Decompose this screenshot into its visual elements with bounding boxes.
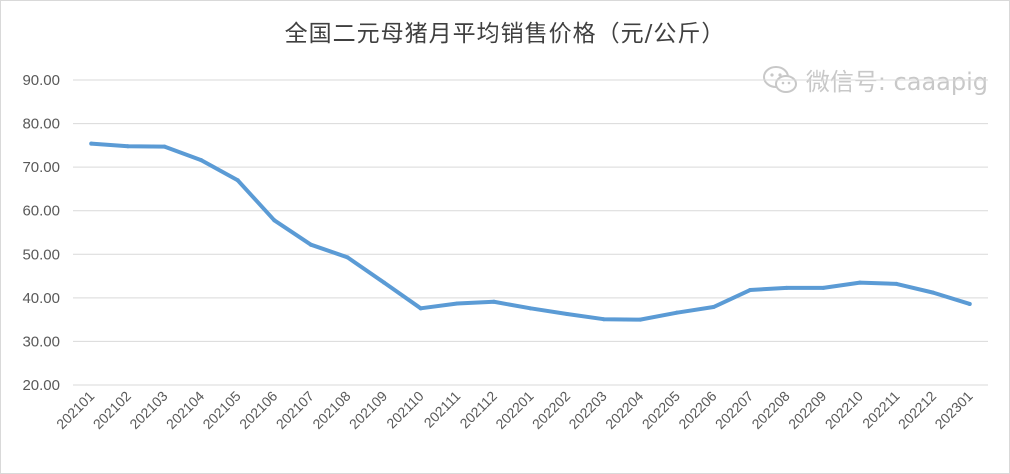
data-point xyxy=(821,285,826,290)
chart-title: 全国二元母猪月平均销售价格（元/公斤） xyxy=(284,21,726,47)
x-tick-label: 202102 xyxy=(90,388,134,432)
x-tick-label: 202101 xyxy=(53,388,97,432)
x-tick-label: 202301 xyxy=(931,388,975,432)
y-tick-label: 90.00 xyxy=(22,72,60,89)
data-point xyxy=(674,310,679,315)
x-tick-label: 202210 xyxy=(822,388,866,432)
data-point xyxy=(382,280,387,285)
data-point xyxy=(418,306,423,311)
x-tick-label: 202109 xyxy=(346,388,390,432)
y-tick-label: 80.00 xyxy=(22,116,60,133)
x-tick-label: 202111 xyxy=(421,388,464,431)
data-point xyxy=(162,144,167,149)
x-tick-label: 202106 xyxy=(236,388,280,432)
x-tick-label: 202107 xyxy=(273,388,317,432)
data-point xyxy=(235,178,240,183)
x-tick-label: 202205 xyxy=(639,388,683,432)
data-point xyxy=(491,299,496,304)
x-tick-label: 202211 xyxy=(859,388,903,432)
data-point xyxy=(638,317,643,322)
y-tick-label: 30.00 xyxy=(22,333,60,350)
y-tick-label: 60.00 xyxy=(22,203,60,220)
data-point xyxy=(528,306,533,311)
x-tick-label: 202108 xyxy=(309,388,353,432)
data-point xyxy=(455,301,460,306)
x-tick-label: 202204 xyxy=(602,388,646,432)
data-point xyxy=(711,305,716,310)
x-tick-label: 202105 xyxy=(199,388,243,432)
y-tick-label: 70.00 xyxy=(22,159,60,176)
data-point xyxy=(931,290,936,295)
y-tick-label: 40.00 xyxy=(22,290,60,307)
data-point xyxy=(308,242,313,247)
x-tick-label: 202206 xyxy=(675,388,719,432)
x-axis-ticks: 2021012021022021032021042021052021062021… xyxy=(53,388,976,432)
gridlines xyxy=(73,79,988,386)
data-point xyxy=(199,158,204,163)
x-tick-label: 202103 xyxy=(126,388,170,432)
data-point xyxy=(565,311,570,316)
x-tick-label: 202208 xyxy=(748,388,792,432)
data-point xyxy=(345,255,350,260)
y-tick-label: 50.00 xyxy=(22,246,60,263)
data-point xyxy=(784,285,789,290)
x-tick-label: 202201 xyxy=(492,388,536,432)
y-tick-label: 20.00 xyxy=(22,377,60,394)
data-point xyxy=(601,317,606,322)
x-tick-label: 202104 xyxy=(163,388,207,432)
x-tick-label: 202110 xyxy=(383,388,427,432)
data-point xyxy=(967,301,972,306)
data-point xyxy=(894,281,899,286)
x-tick-label: 202207 xyxy=(712,388,756,432)
x-tick-label: 202203 xyxy=(565,388,609,432)
x-tick-label: 202209 xyxy=(785,388,829,432)
series-layer xyxy=(89,141,972,322)
watermark: 微信号: caaapig xyxy=(762,62,988,97)
data-point xyxy=(857,280,862,285)
y-axis-ticks: 20.00 30.00 40.00 50.00 60.00 70.00 80.00 90.00 xyxy=(22,72,60,394)
data-point xyxy=(272,218,277,223)
x-tick-label: 202112 xyxy=(456,388,500,432)
series-line xyxy=(89,141,972,322)
x-tick-label: 202212 xyxy=(895,388,939,432)
x-tick-label: 202202 xyxy=(529,388,573,432)
data-point xyxy=(748,288,753,293)
data-point xyxy=(125,144,130,149)
data-point xyxy=(89,141,94,146)
watermark-text: 微信号: caaapig xyxy=(805,68,988,96)
